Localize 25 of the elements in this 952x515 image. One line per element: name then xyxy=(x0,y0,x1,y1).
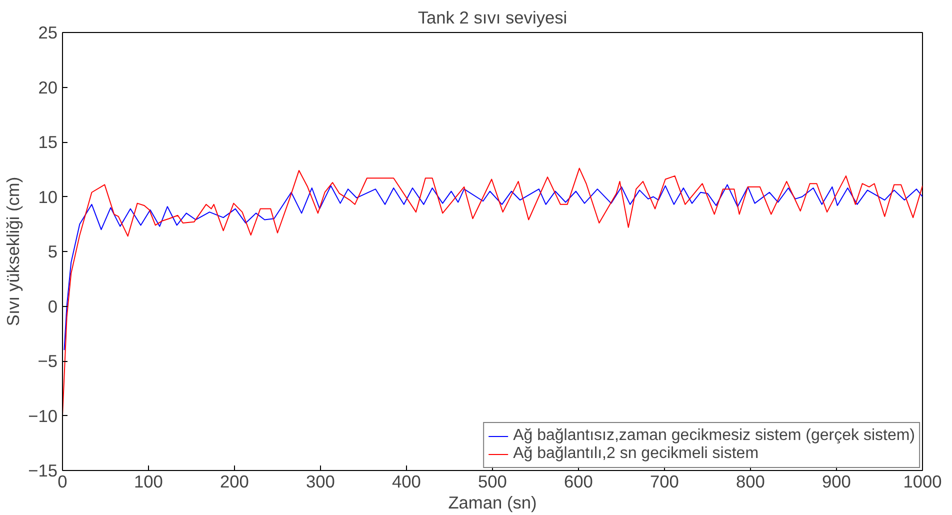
x-tick-label: 900 xyxy=(822,472,851,492)
y-tick-label: 10 xyxy=(38,186,58,207)
y-tick-label: −10 xyxy=(28,406,58,426)
line-series xyxy=(64,184,922,351)
chart-title: Tank 2 sıvı seviyesi xyxy=(418,8,568,28)
x-tick-label: 200 xyxy=(220,472,249,492)
x-tick-label: 1000 xyxy=(903,472,942,492)
y-axis-title: Sıvı yüksekliği (cm) xyxy=(3,176,24,326)
x-tick-label: 600 xyxy=(564,472,593,492)
x-tick-label: 400 xyxy=(392,472,421,492)
legend-label: Ağ bağlantılı,2 sn gecikmeli sistem xyxy=(513,445,759,463)
x-axis-title: Zaman (sn) xyxy=(448,492,537,512)
y-tick-label: −15 xyxy=(28,460,58,480)
x-tick-label: 800 xyxy=(736,472,765,492)
y-tick-label: 5 xyxy=(48,242,58,262)
y-tick-label: 15 xyxy=(38,132,58,152)
y-tick-label: −5 xyxy=(38,351,58,371)
x-tick-label: 500 xyxy=(478,472,507,492)
x-tick-label: 700 xyxy=(650,472,679,492)
x-tick-label: 100 xyxy=(134,472,163,492)
x-tick-label: 300 xyxy=(306,472,335,492)
legend-label: Ağ bağlantısız,zaman gecikmesiz sistem (gerçek sistem) xyxy=(513,427,915,445)
y-tick-label: 25 xyxy=(38,22,58,42)
y-tick-label: 20 xyxy=(38,77,58,98)
y-tick-label: 0 xyxy=(48,296,58,316)
